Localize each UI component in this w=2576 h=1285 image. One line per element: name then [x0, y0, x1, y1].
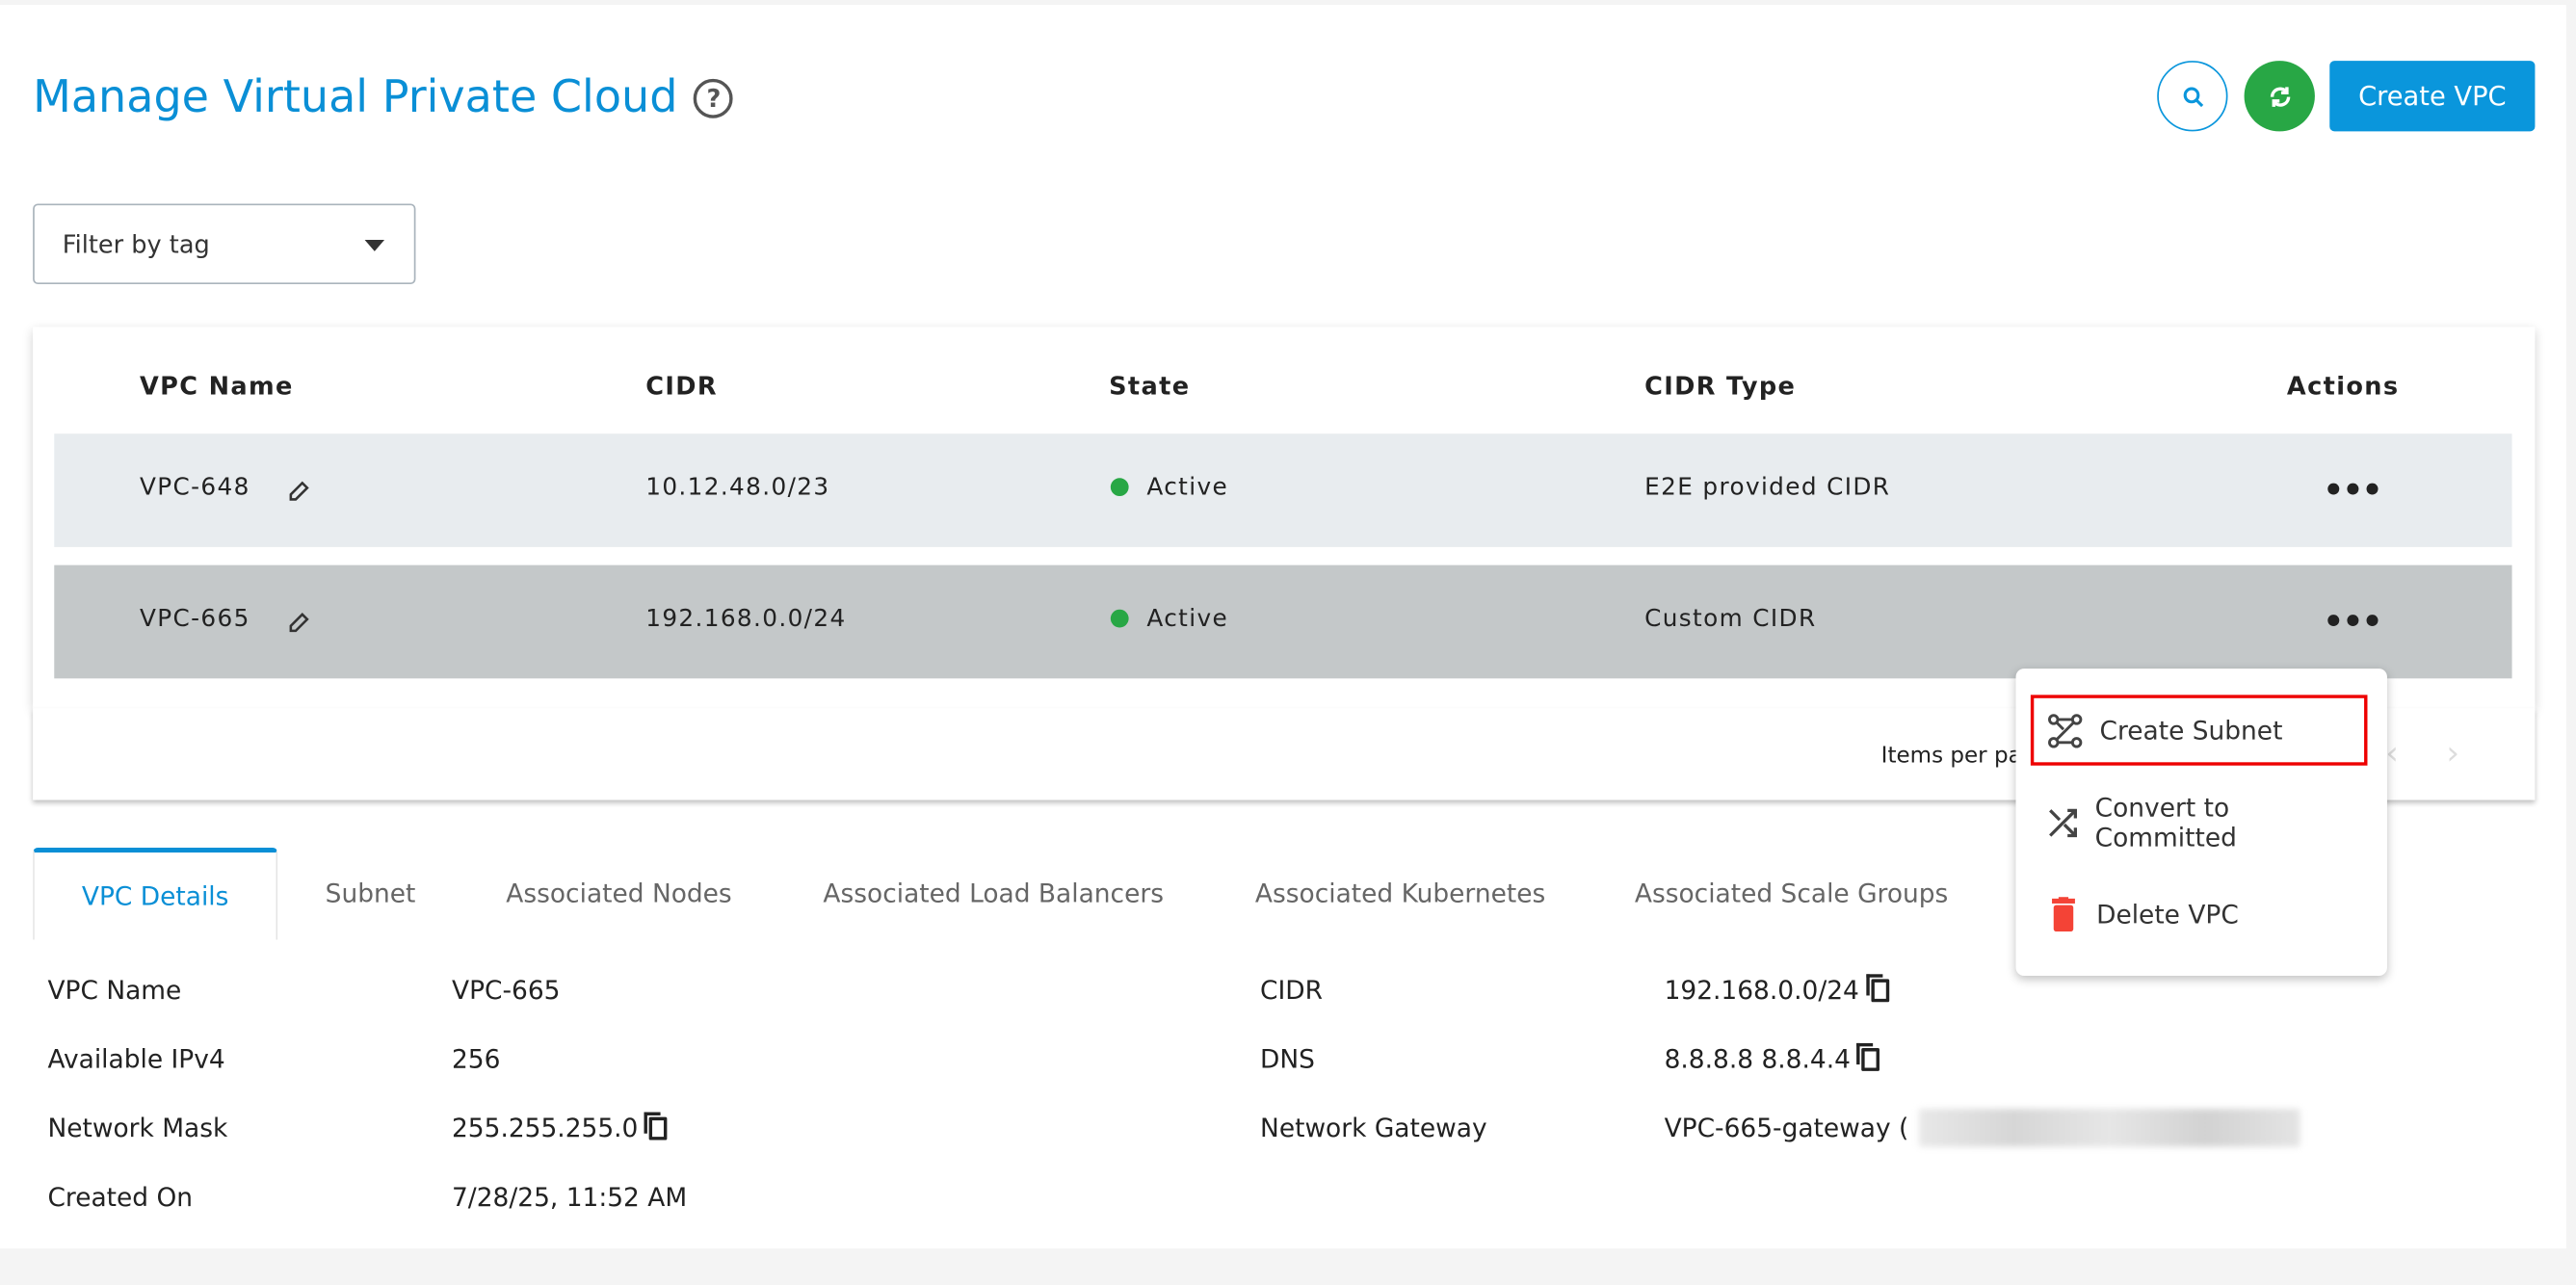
detail-label: CIDR — [1260, 976, 1324, 1006]
help-icon[interactable]: ? — [694, 78, 734, 118]
menu-item-label: Create Subnet — [2099, 715, 2283, 746]
detail-value: 255.255.255.0 — [451, 1114, 639, 1143]
next-page-icon[interactable]: › — [2446, 732, 2459, 773]
detail-label: Network Mask — [47, 1114, 228, 1143]
search-button[interactable] — [2157, 61, 2228, 132]
cidr-value: 192.168.0.0/24 — [1664, 974, 1889, 1006]
menu-item-delete-vpc[interactable]: Delete VPC — [2031, 879, 2368, 949]
state: Active — [1146, 474, 1229, 502]
table-row[interactable] — [54, 564, 2512, 679]
tab-associated-load-balancers[interactable]: Associated Load Balancers — [823, 879, 1164, 909]
caret-down-icon — [364, 239, 385, 251]
detail-value: 256 — [451, 1044, 501, 1075]
tab-vpc-details[interactable]: VPC Details — [33, 847, 278, 940]
filter-by-tag-select[interactable]: Filter by tag — [33, 203, 416, 285]
filter-placeholder: Filter by tag — [62, 228, 210, 259]
cidr-type: Custom CIDR — [1644, 606, 1817, 633]
cidr: 192.168.0.0/24 — [645, 606, 847, 633]
refresh-icon — [2270, 86, 2290, 106]
prev-page-icon[interactable]: ‹ — [2385, 732, 2399, 773]
search-icon — [2182, 86, 2203, 107]
menu-item-label: Delete VPC — [2096, 899, 2239, 930]
more-actions-icon[interactable]: ••• — [2323, 601, 2382, 642]
column-header-cidr: CIDR — [645, 371, 718, 402]
copy-icon[interactable] — [644, 1112, 669, 1141]
refresh-button[interactable] — [2244, 61, 2315, 132]
subnet-icon — [2048, 713, 2083, 747]
edit-icon[interactable] — [286, 477, 314, 505]
table-row[interactable] — [54, 433, 2512, 547]
cidr: 10.12.48.0/23 — [645, 474, 830, 502]
detail-value: VPC-665 — [451, 976, 561, 1006]
menu-item-label: Convert to Committed — [2094, 792, 2237, 852]
items-per-page-label: Items per pa — [1880, 742, 2022, 770]
dns-value: 8.8.8.8 8.8.4.4 — [1664, 1042, 1880, 1075]
status-dot-icon — [1110, 609, 1129, 628]
copy-icon[interactable] — [1865, 974, 1889, 1003]
edit-icon[interactable] — [286, 608, 314, 636]
detail-value: VPC-665-gateway ( — [1664, 1114, 1909, 1143]
actions-menu — [2015, 669, 2387, 977]
detail-label: Created On — [47, 1182, 194, 1213]
copy-icon[interactable] — [1856, 1042, 1880, 1071]
detail-label: Available IPv4 — [47, 1044, 225, 1075]
vpc-name: VPC-648 — [139, 474, 250, 502]
detail-label: Network Gateway — [1260, 1114, 1487, 1143]
redacted-gateway-ip — [1918, 1109, 2300, 1147]
menu-item-create-subnet[interactable]: Create Subnet — [2030, 695, 2368, 766]
detail-value: 8.8.8.8 8.8.4.4 — [1664, 1044, 1851, 1075]
column-header-vpc-name: VPC Name — [139, 371, 294, 402]
page-title-text: Manage Virtual Private Cloud — [33, 72, 678, 123]
detail-label: DNS — [1260, 1044, 1315, 1075]
column-header-state: State — [1109, 371, 1191, 402]
page-title: Manage Virtual Private Cloud ? — [33, 72, 734, 123]
more-actions-icon[interactable]: ••• — [2323, 469, 2382, 510]
column-header-actions: Actions — [2286, 371, 2400, 402]
shuffle-icon — [2049, 807, 2077, 837]
tab-associated-kubernetes[interactable]: Associated Kubernetes — [1254, 879, 1546, 909]
tab-associated-nodes[interactable]: Associated Nodes — [506, 879, 732, 909]
network-mask-value: 255.255.255.0 — [451, 1112, 669, 1143]
cidr-type: E2E provided CIDR — [1644, 474, 1891, 502]
state: Active — [1146, 606, 1229, 633]
detail-label: VPC Name — [47, 976, 182, 1006]
detail-value: 7/28/25, 11:52 AM — [451, 1182, 688, 1213]
column-header-cidr-type: CIDR Type — [1644, 371, 1797, 402]
create-vpc-button[interactable]: Create VPC — [2329, 61, 2536, 132]
status-dot-icon — [1110, 478, 1129, 497]
tab-associated-scale-groups[interactable]: Associated Scale Groups — [1634, 879, 1949, 909]
vpc-name: VPC-665 — [139, 606, 250, 633]
detail-value: 192.168.0.0/24 — [1664, 976, 1859, 1006]
trash-icon — [2052, 896, 2075, 931]
tab-subnet[interactable]: Subnet — [325, 879, 416, 909]
menu-item-convert-to-committed[interactable]: Convert to Committed — [2031, 787, 2368, 857]
